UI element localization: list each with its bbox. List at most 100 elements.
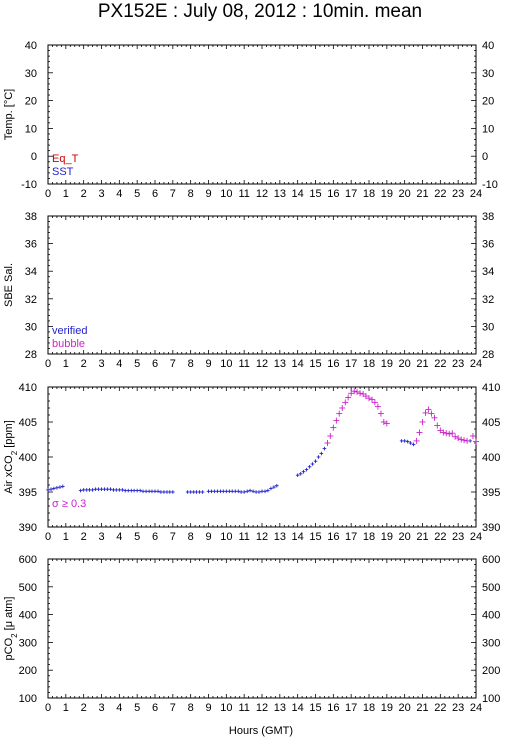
data-point [224,489,229,494]
y-tick-label-right: 32 [482,294,494,306]
x-tick-label: 8 [188,188,194,200]
x-tick-label: 23 [452,702,464,714]
y-tick-label-right: 395 [482,487,500,499]
data-point [114,488,119,492]
data-point [298,472,303,476]
x-tick-label: 4 [116,358,122,370]
y-axis-label: pCO2 [μ atm] [3,597,19,661]
x-tick-label: 23 [452,531,464,543]
data-point [87,488,92,492]
legend-entry: bubble [52,338,85,350]
y-tick-label-left: 30 [25,321,37,333]
y-tick-label-right: 200 [482,665,500,677]
data-point [269,486,273,491]
x-tick-label: 20 [399,188,411,200]
data-point [419,419,426,425]
x-tick-label: 2 [81,188,87,200]
y-tick-label-left: 40 [25,40,37,52]
data-point [319,451,324,456]
x-tick-label: 11 [238,531,249,543]
x-tick-label: 1 [63,358,69,370]
data-point [236,489,241,494]
data-point [366,395,372,402]
x-tick-label: 2 [81,531,87,543]
data-point [266,488,270,493]
x-tick-label: 3 [98,531,104,543]
y-tick-label-left: 600 [19,554,37,566]
x-tick-label: 17 [345,188,357,200]
x-tick-label: 12 [256,702,268,714]
y-tick-label-right: 400 [482,610,500,622]
x-tick-label: 9 [205,531,211,543]
x-tick-label: 15 [309,702,321,714]
data-point [431,414,438,421]
y-tick-label-left: 395 [19,487,37,499]
x-tick-label: 17 [345,358,357,370]
data-point [52,486,56,491]
y-tick-label-left: 500 [19,582,37,594]
data-point [449,430,456,437]
x-tick-label: 6 [152,358,158,370]
data-point [342,399,349,406]
data-point [428,410,435,417]
y-tick-label-right: 600 [482,554,500,566]
data-point [357,390,364,397]
data-point [405,439,410,444]
temperature-panel: 0 1 2 3 4 5 6 7 8 9 10 11 12 13 14 15 16 17 18 19 20 21 22 23 24… [3,40,498,200]
y-tick-label-right: 36 [482,239,494,251]
data-point [383,420,390,427]
x-tick-label: 6 [152,188,158,200]
y-axis-label: SBE Sal. [3,263,15,307]
x-tick-label: 7 [170,188,176,200]
x-tick-label: 0 [45,188,51,200]
x-tick-label: 18 [363,702,375,714]
x-tick-label: 14 [292,531,304,543]
x-tick-label: 21 [416,702,428,714]
x-tick-label: 0 [45,358,51,370]
x-tick-label: 11 [238,702,249,714]
data-point [461,437,468,444]
y-tick-label-left: 36 [25,239,37,251]
data-point [413,437,420,444]
x-tick-label: 13 [274,188,286,200]
data-point [96,487,101,491]
y-tick-label-left: 38 [25,211,37,223]
x-tick-label: 3 [98,702,104,714]
data-point [105,487,110,491]
legend-entry: verified [52,325,87,337]
x-tick-label: 5 [134,188,140,200]
x-tick-label: 7 [170,702,176,714]
x-tick-label: 19 [381,188,393,200]
x-tick-label: 10 [220,358,232,370]
y-tick-label-right: 30 [482,68,494,80]
data-point [156,489,160,494]
air-xco2-panel: 0 1 2 3 4 5 6 7 8 9 10 11 12 13 14 15 16 17 18 19 20 21 22 23 24… [3,382,500,543]
x-tick-label: 16 [327,188,339,200]
legend-entry: Eq_T [52,153,79,165]
x-tick-label: 24 [470,358,482,370]
x-tick-label: 10 [220,531,232,543]
legend-entry: SST [52,166,74,178]
x-tick-label: 5 [134,358,140,370]
data-point [61,484,65,489]
y-tick-label-left: 28 [25,349,37,361]
y-tick-label-right: 10 [482,123,494,135]
y-tick-label-right: 0 [482,151,488,163]
y-tick-label-right: 405 [482,417,500,429]
x-tick-label: 18 [363,531,375,543]
x-tick-label: 22 [434,702,446,714]
data-point [138,488,142,493]
data-point [99,487,104,491]
x-tick-label: 14 [292,358,304,370]
x-tick-label: 21 [416,531,428,543]
data-point [212,489,217,494]
data-point [304,467,309,472]
x-tick-label: 12 [256,188,268,200]
data-point [58,485,62,489]
data-point [371,399,378,406]
data-point [473,438,479,445]
y-tick-label-left: 10 [25,123,37,135]
data-point [141,489,145,494]
data-point [399,439,404,443]
data-point [316,455,321,459]
